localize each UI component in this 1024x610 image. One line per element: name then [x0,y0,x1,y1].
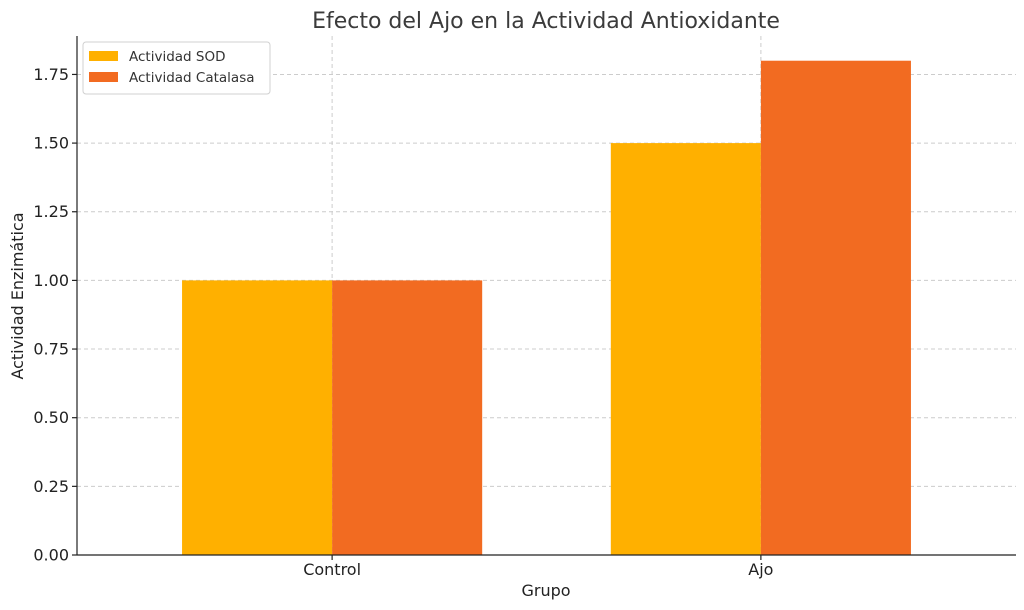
axes [76,36,1016,556]
y-tick-label: 1.25 [33,202,69,221]
y-tick-label: 0.25 [33,477,69,496]
bars [182,60,911,555]
x-axis-label: Grupo [521,581,570,600]
bar-actividad-catalasa-control [332,280,483,555]
y-tick-label: 0.00 [33,546,69,565]
legend-swatch [89,51,118,61]
y-tick-label: 1.00 [33,271,69,290]
x-ticks: Control Ajo [303,555,773,579]
y-axis-label: Actividad Enzimática [8,212,27,379]
legend-swatch [89,72,118,82]
y-tick-label: 1.50 [33,134,69,153]
y-ticks: 0.00 0.25 0.50 0.75 1.00 1.25 1.50 1.75 [33,65,77,565]
legend-label: Actividad Catalasa [129,70,255,86]
bar-actividad-sod-ajo [610,143,761,555]
bar-actividad-catalasa-ajo [760,60,911,555]
chart-title: Efecto del Ajo en la Actividad Antioxida… [312,9,780,34]
legend: Actividad SOD Actividad Catalasa [82,41,271,95]
legend-box [82,41,271,95]
y-tick-label: 0.75 [33,340,69,359]
y-tick-label: 1.75 [33,65,69,84]
bar-actividad-sod-control [182,280,333,555]
y-tick-label: 0.50 [33,408,69,427]
x-tick-label: Control [303,560,361,579]
legend-label: Actividad SOD [129,49,226,65]
x-tick-label: Ajo [748,560,773,579]
